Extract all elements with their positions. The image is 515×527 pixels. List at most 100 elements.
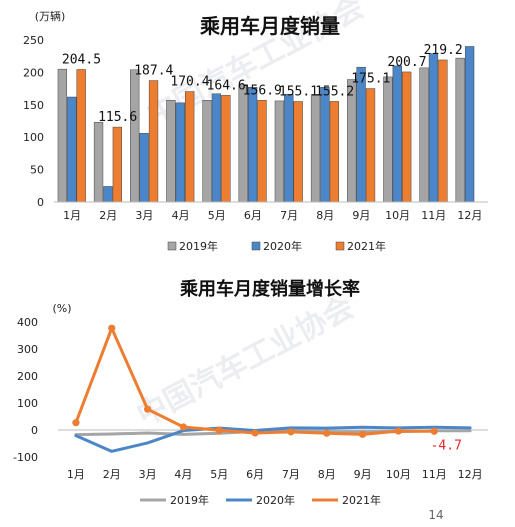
line-x-tick-label: 12月 <box>458 468 483 481</box>
bar-data-label: 170.4 <box>170 75 209 90</box>
bar-2021年-5月 <box>221 95 231 203</box>
bar-data-labels: 204.5 115.6 187.4170.4164.6156.9155.1155.2… <box>62 43 463 125</box>
line-y-axis: -100 0 100 200 300 400 <box>13 316 38 464</box>
bar-chart-unit: (万辆) <box>35 9 66 23</box>
line-point-2021年-10月 <box>394 427 403 435</box>
line-point-2021年-5月 <box>215 426 223 434</box>
bar-2020年-8月 <box>320 87 330 203</box>
line-point-2021年-9月 <box>358 430 367 438</box>
bar-2020年-5月 <box>211 93 222 203</box>
bar-2019年-12月 <box>455 57 465 203</box>
bar-x-tick-label: 1月 <box>63 209 81 222</box>
line-y-tick-label: 400 <box>17 316 38 329</box>
bar-2020年-1月 <box>67 96 77 203</box>
bar-data-label: 175.1 <box>351 72 390 87</box>
bar-x-tick-label: 10月 <box>385 209 410 222</box>
line-y-tick-label: 100 <box>17 397 38 410</box>
bar-x-tick-label: 2月 <box>99 209 117 222</box>
bar-2019年-2月 <box>93 122 104 203</box>
bar-2021年-10月 <box>402 71 412 203</box>
bar-2020年-4月 <box>175 102 185 203</box>
bar-x-tick-label: 7月 <box>280 209 298 222</box>
bar-chart: 乘用车月度销量 (万辆) 0 50 100 150 200 250 1月 2月 3月 4月 5月 6… <box>23 9 488 253</box>
bar-y-tick-label: 150 <box>23 99 44 112</box>
watermark-text-2: 中国汽车工业协会 <box>131 290 359 434</box>
bar-2020年-9月 <box>356 66 366 203</box>
line-x-tick-label: 4月 <box>174 468 192 481</box>
bar-x-tick-label: 4月 <box>172 209 190 222</box>
line-x-tick-label: 10月 <box>386 468 411 481</box>
bar-2021年-4月 <box>185 91 195 203</box>
line-chart: 乘用车月度销量增长率 (%) -100 0 100 200 300 400 1月 2月 3月 4… <box>13 278 488 507</box>
line-x-tick-label: 6月 <box>246 468 264 481</box>
line-point-2021年-11月 <box>430 427 438 435</box>
line-x-tick-label: 7月 <box>282 468 300 481</box>
bar-legend-label: 2021年 <box>347 239 386 253</box>
line-chart-title: 乘用车月度销量增长率 <box>179 278 360 300</box>
line-point-2021年-2月 <box>108 324 116 332</box>
bar-2020年-12月 <box>464 46 475 203</box>
line-point-2021年-4月 <box>179 423 188 431</box>
bar-2019年-6月 <box>238 84 248 203</box>
line-x-tick-label: 9月 <box>354 468 372 481</box>
bar-x-axis: 1月 2月 3月 4月 5月 6月 7月 8月 9月 10月 11月 12月 <box>63 209 482 222</box>
bar-2019年-5月 <box>202 100 212 203</box>
line-x-axis: 1月 2月 3月 4月 5月 6月 7月 8月 9月 10月 11月 12月 <box>67 468 483 481</box>
line-x-tick-label: 3月 <box>139 468 157 481</box>
line-data-label: -4.7 <box>431 438 462 453</box>
bar-2019年-7月 <box>274 100 285 203</box>
bar-series <box>57 46 475 203</box>
line-x-tick-label: 1月 <box>67 468 85 481</box>
line-point-2021年-3月 <box>143 405 152 413</box>
bar-2020年-7月 <box>284 94 294 203</box>
line-chart-unit: (%) <box>52 302 71 315</box>
bar-2021年-2月 <box>112 126 122 203</box>
line-y-tick-label: 0 <box>31 424 38 437</box>
bar-2019年-3月 <box>130 69 140 203</box>
bar-y-tick-label: 0 <box>37 196 44 209</box>
bar-2021年-1月 <box>76 69 86 203</box>
line-x-tick-label: 2月 <box>103 468 121 481</box>
bar-data-label: 155.2 <box>315 84 354 99</box>
bar-2021年-6月 <box>257 100 267 203</box>
bar-2020年-6月 <box>247 87 258 203</box>
bar-2019年-11月 <box>419 67 429 203</box>
bar-data-label: 156.9 <box>243 83 282 98</box>
line-legend-label: 2021年 <box>342 493 381 507</box>
bar-legend-label: 2020年 <box>263 239 302 253</box>
bar-x-tick-label: 3月 <box>135 209 153 222</box>
bar-x-tick-label: 5月 <box>208 209 226 222</box>
bar-y-axis: 0 50 100 150 200 250 <box>23 34 44 209</box>
line-point-2021年-1月 <box>72 419 80 427</box>
line-y-tick-label: 300 <box>17 343 38 356</box>
line-legend-label: 2019年 <box>170 493 209 507</box>
bar-2020年-10月 <box>392 65 402 203</box>
line-2020年 <box>74 425 472 453</box>
line-point-2021年-7月 <box>287 428 295 436</box>
bar-2021年-3月 <box>148 80 159 203</box>
bar-2019年-1月 <box>57 68 68 203</box>
bar-data-label: 187.4 <box>134 64 173 79</box>
line-x-tick-label: 8月 <box>318 468 336 481</box>
bar-2021年-7月 <box>293 101 303 203</box>
bar-legend-swatch <box>167 241 177 251</box>
bar-x-tick-label: 12月 <box>457 209 482 222</box>
bar-chart-title: 乘用车月度销量 <box>199 14 340 38</box>
bar-2021年-11月 <box>438 59 448 203</box>
bar-y-tick-label: 50 <box>30 164 44 177</box>
bar-2020年-3月 <box>139 133 149 203</box>
line-y-tick-label: 200 <box>17 370 38 383</box>
bar-2020年-11月 <box>428 53 439 203</box>
bar-2019年-4月 <box>166 100 176 203</box>
line-data-labels: -4.7 <box>431 438 462 453</box>
line-legend: 2019年 2020年 2021年 <box>140 493 381 507</box>
bar-y-tick-label: 100 <box>23 131 44 144</box>
bar-y-tick-label: 250 <box>23 34 44 47</box>
line-legend-label: 2020年 <box>256 493 295 507</box>
bar-data-label: 155.1 <box>279 84 318 99</box>
line-x-tick-label: 5月 <box>210 468 228 481</box>
bar-x-tick-label: 9月 <box>352 209 370 222</box>
bar-data-label: 164.6 <box>207 78 246 93</box>
bar-legend-swatch <box>251 241 261 251</box>
